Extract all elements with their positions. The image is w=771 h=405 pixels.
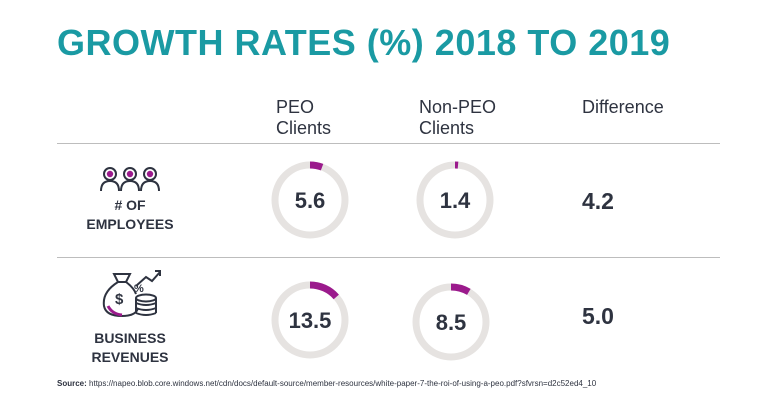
row-label-revenues-line1: BUSINESS xyxy=(94,330,166,346)
column-header-peo: PEO Clients xyxy=(276,97,331,139)
row-label-employees-line1: # OF xyxy=(114,197,146,213)
page-title: GROWTH RATES (%) 2018 TO 2019 xyxy=(57,22,671,63)
row-label-employees: # OF EMPLOYEES xyxy=(70,196,190,234)
row-divider xyxy=(57,257,720,258)
row-label-employees-line2: EMPLOYEES xyxy=(86,216,174,232)
people-icon xyxy=(99,166,161,192)
column-header-nonpeo-line1: Non-PEO xyxy=(419,97,497,117)
source-url: https://napeo.blob.core.windows.net/cdn/… xyxy=(89,379,597,388)
column-header-difference: Difference xyxy=(582,97,664,117)
source-label: Source: xyxy=(57,379,87,388)
donut-value-label: 1.4 xyxy=(440,188,471,213)
donut-progress xyxy=(271,281,349,359)
donut-peo-employees: 5.6 xyxy=(271,161,349,239)
column-header-nonpeo-line2: Clients xyxy=(419,118,475,138)
svg-text:$: $ xyxy=(115,291,124,308)
donut-nonpeo-revenues: 8.5 xyxy=(412,283,490,361)
donut-value-label: 5.6 xyxy=(295,188,326,213)
difference-value-revenues: 5.0 xyxy=(582,303,614,329)
donut-nonpeo-employees: 1.4 xyxy=(416,161,494,239)
donut-progress xyxy=(271,161,349,239)
money-bag-coins-icon: $ % xyxy=(100,266,162,320)
source-note: Source: https://napeo.blob.core.windows.… xyxy=(57,379,596,388)
column-header-peo-line1: PEO xyxy=(276,97,315,117)
donut-value-label: 8.5 xyxy=(436,310,467,335)
donut-peo-revenues: 13.5 xyxy=(271,281,349,359)
donut-progress xyxy=(412,283,490,361)
row-label-revenues: BUSINESS REVENUES xyxy=(70,329,190,367)
svg-text:%: % xyxy=(134,283,144,295)
header-divider xyxy=(57,143,720,144)
difference-value-employees: 4.2 xyxy=(582,188,614,214)
row-label-revenues-line2: REVENUES xyxy=(91,349,169,365)
column-header-nonpeo: Non-PEO Clients xyxy=(419,97,496,139)
donut-value-label: 13.5 xyxy=(289,308,332,333)
donut-progress xyxy=(416,161,494,239)
column-header-peo-line2: Clients xyxy=(276,118,332,138)
